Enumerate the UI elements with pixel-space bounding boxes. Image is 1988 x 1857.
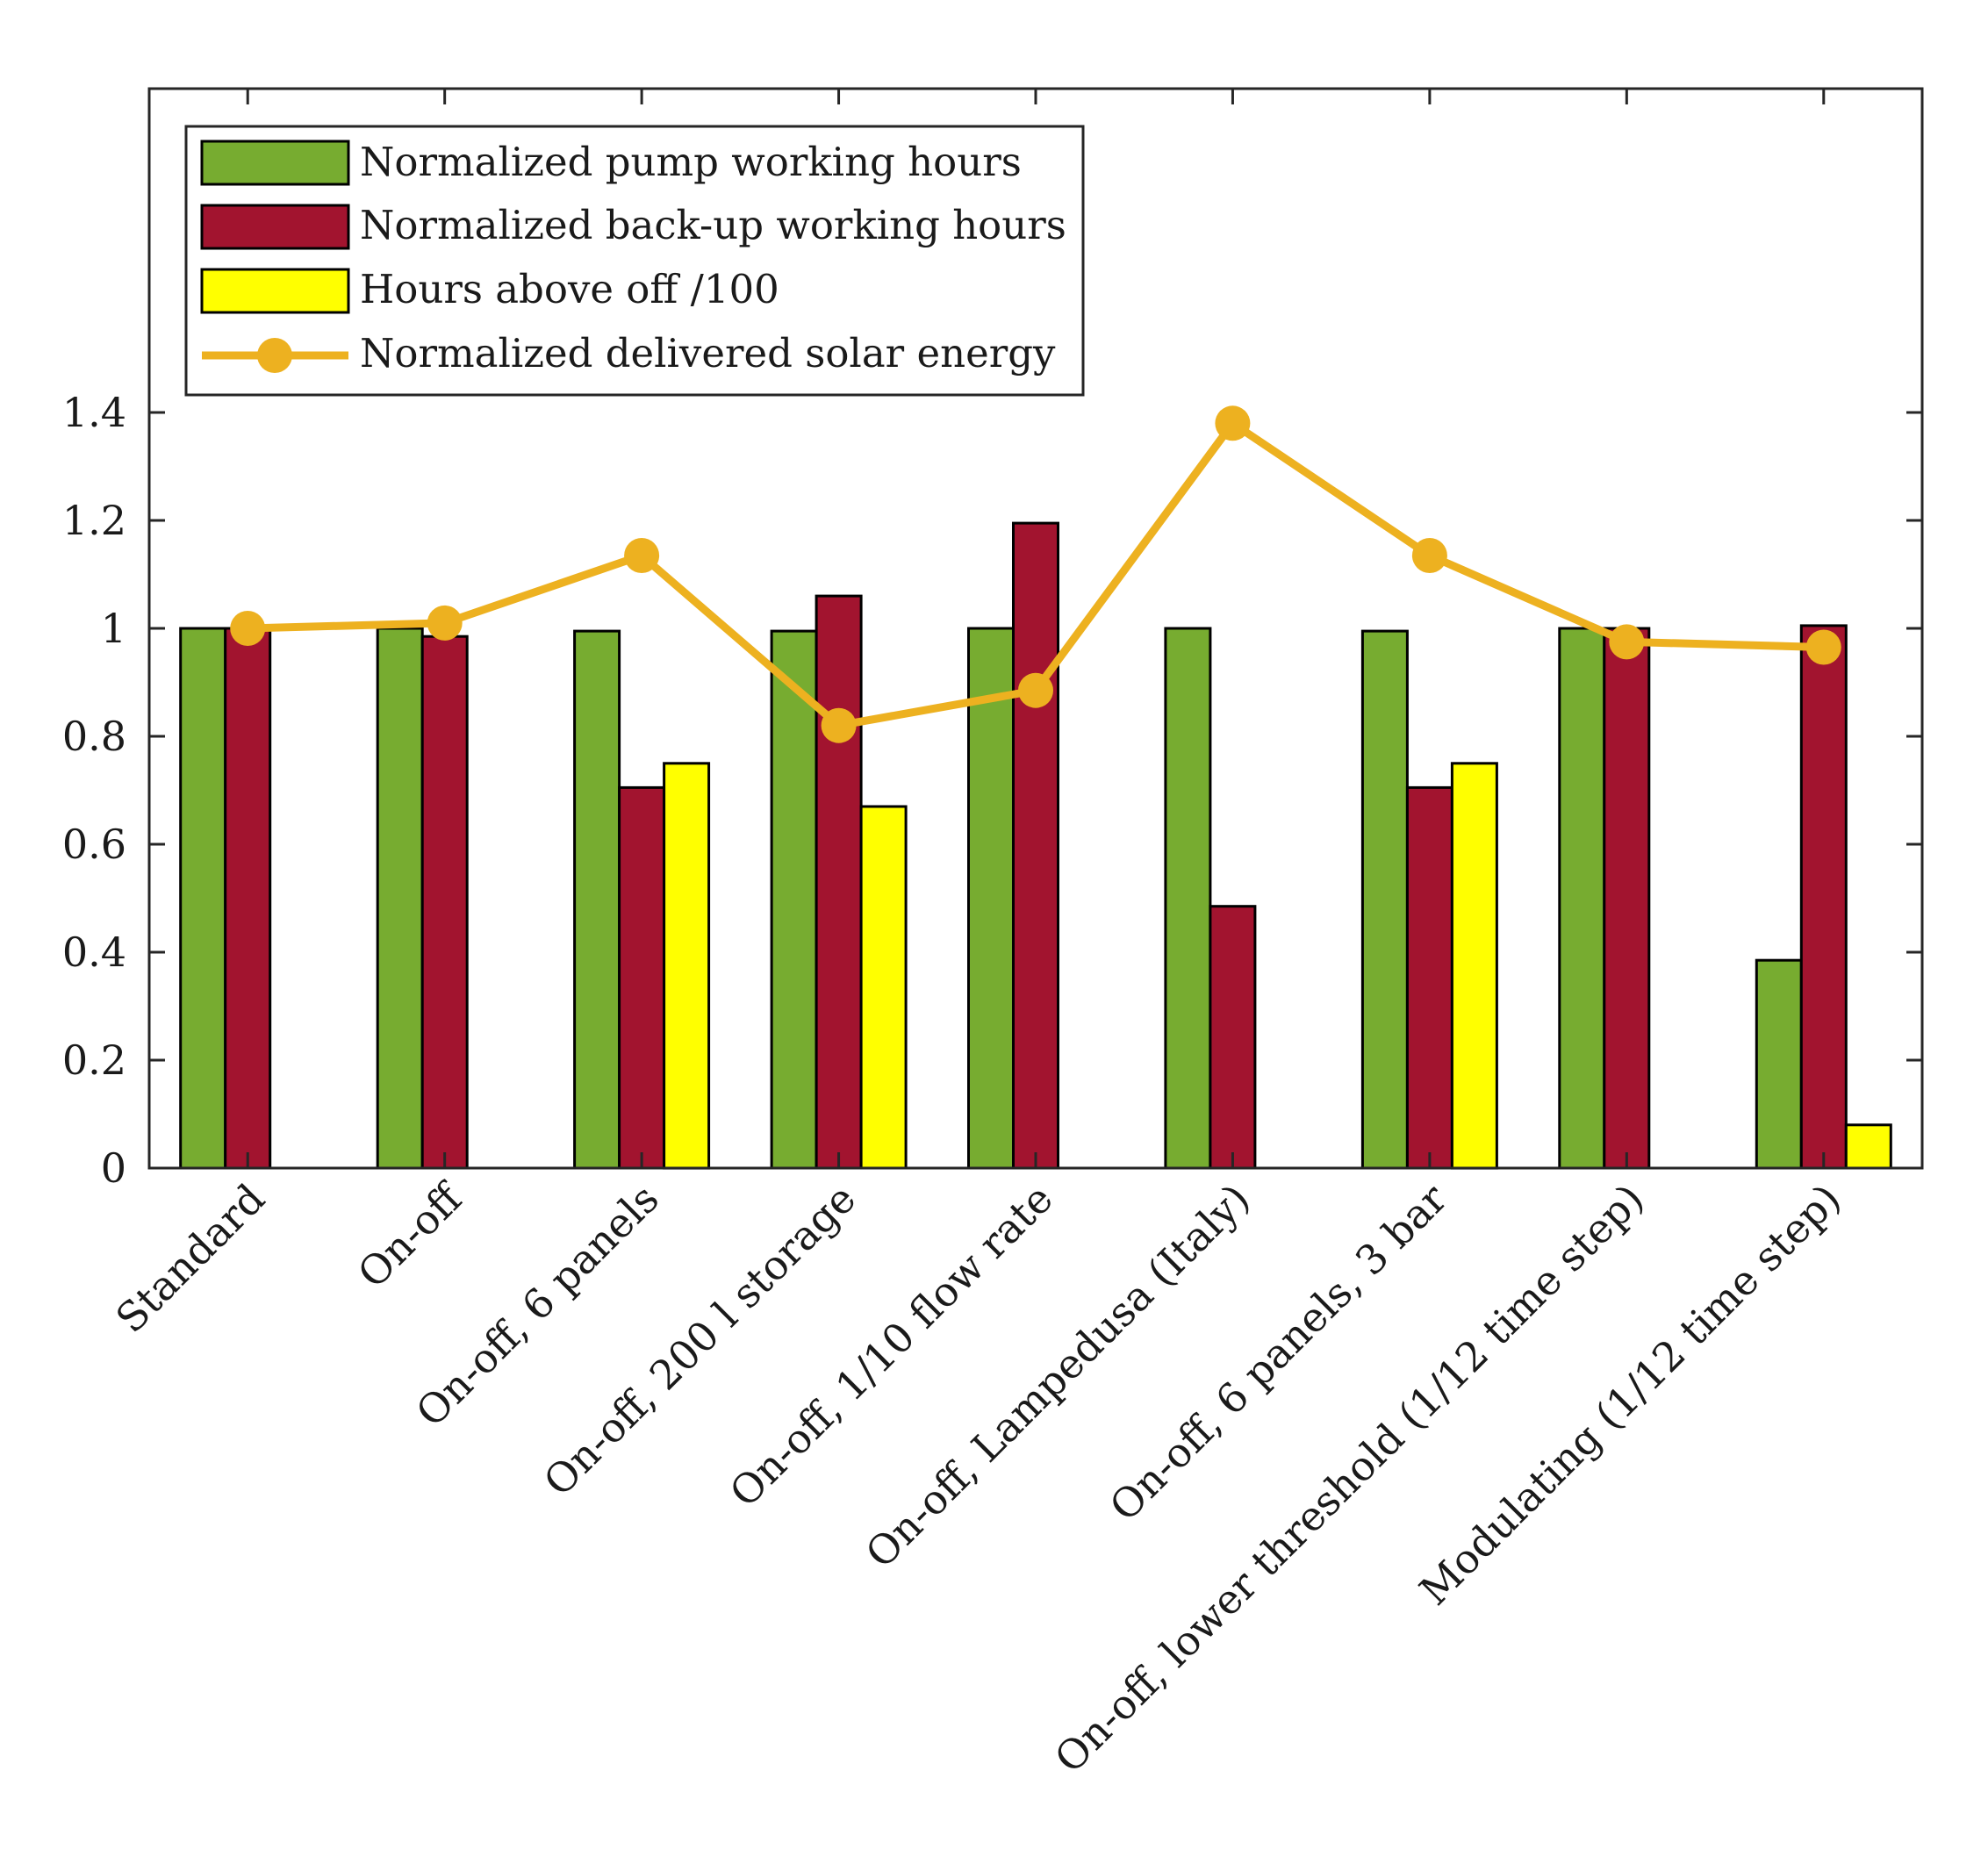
legend-label-hours-above: Hours above off /100 [360,266,779,312]
bar-2-cat-5 [1012,521,1059,1170]
bars-layer [179,521,1892,1170]
legend-swatch-backup [200,204,350,250]
bar-1-cat-8 [1558,627,1606,1170]
bar-2-cat-6 [1209,905,1257,1170]
bar-3-cat-7 [1450,762,1498,1170]
solar-energy-point-4 [821,707,857,743]
bar-1-cat-1 [179,627,227,1170]
bar-2-cat-2 [420,635,469,1170]
bar-2-cat-9 [1799,624,1848,1170]
legend-label-solar: Normalized delivered solar energy [360,330,1056,376]
bar-3-cat-9 [1844,1123,1892,1170]
bar-1-cat-6 [1164,627,1212,1170]
bar-1-cat-3 [573,629,621,1170]
ticks-layer [149,89,1922,1170]
solar-energy-point-1 [230,611,266,646]
bar-2-cat-7 [1405,785,1453,1170]
legend-swatch-hours-above [200,268,350,314]
legend-label-pump: Normalized pump working hours [360,139,1022,185]
solar-energy-point-6 [1215,405,1251,441]
bar-1-cat-5 [967,627,1015,1170]
solar-energy-point-7 [1411,538,1447,573]
bar-3-cat-3 [663,762,711,1170]
bar-1-cat-9 [1755,958,1803,1170]
legend-label-backup: Normalized back-up working hours [360,202,1066,248]
solar-energy-point-2 [427,605,463,641]
y-tick-label: 1 [101,605,126,652]
bar-1-cat-4 [770,629,818,1170]
x-category-label: On-off [348,1172,473,1297]
legend-marker-solar [257,338,292,373]
line-layer [230,405,1841,743]
legend: Normalized pump working hours Normalized… [184,125,1085,397]
y-tick-label: 0.8 [62,713,126,760]
y-tick-label: 0.4 [62,928,126,976]
y-tick-labels: 0 0.2 0.4 0.6 0.8 1 1.2 1.4 [62,389,126,1192]
solar-energy-point-8 [1609,624,1645,660]
bar-2-cat-3 [618,785,666,1170]
bar-2-cat-1 [224,627,272,1170]
solar-energy-point-9 [1805,629,1841,665]
bar-2-cat-8 [1603,627,1651,1170]
x-category-label: On-off, 1/10 flow rate [721,1175,1062,1516]
legend-swatch-pump [200,140,350,186]
bar-1-cat-2 [376,627,424,1170]
y-tick-label: 0.6 [62,821,126,868]
x-category-label: On-off, 6 panels, 3 bar [1101,1175,1456,1531]
solar-energy-point-3 [624,538,660,573]
bar-2-cat-4 [815,594,863,1170]
bar-1-cat-7 [1360,629,1409,1170]
x-category-label: Modulating (1/12 time step) [1410,1175,1850,1615]
y-tick-label: 0.2 [62,1036,126,1084]
x-category-label: Standard [107,1175,274,1342]
y-tick-label: 0 [101,1144,126,1192]
y-tick-label: 1.2 [62,497,126,544]
solar-energy-point-5 [1018,672,1053,708]
bar-3-cat-4 [859,805,908,1170]
x-category-label: On-off, Lampedusa (Italy) [857,1175,1260,1578]
y-tick-label: 1.4 [62,389,126,436]
